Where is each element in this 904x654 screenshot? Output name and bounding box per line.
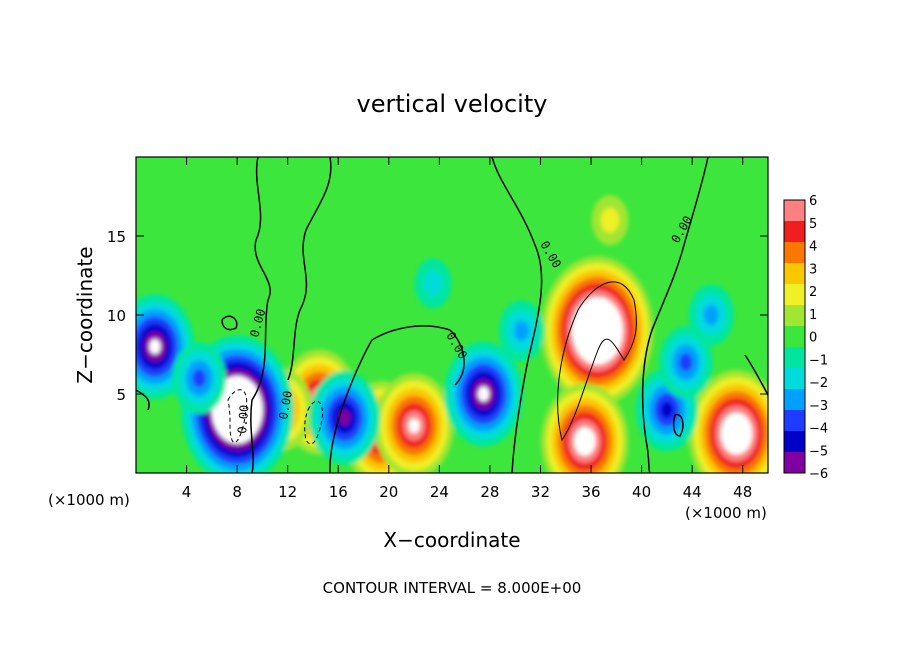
- zero-contour: [136, 389, 150, 411]
- velocity-level: [600, 207, 620, 233]
- colorbar-tick-label: 4: [809, 240, 817, 255]
- colorbar-frame: [783, 199, 806, 474]
- colorbar-tick-label: −5: [809, 444, 828, 459]
- x-tick-label: 12: [278, 483, 297, 501]
- velocity-level: [423, 270, 443, 296]
- x-tick-label: 48: [733, 483, 752, 501]
- x-tick-label: 8: [232, 483, 242, 501]
- colorbar-tick-label: −6: [809, 467, 828, 482]
- velocity-level: [477, 386, 490, 402]
- colorbar-tick-label: −1: [809, 353, 828, 368]
- x-tick-label: 32: [531, 483, 550, 501]
- velocity-level: [149, 339, 161, 355]
- velocity-level: [408, 418, 420, 434]
- contour-interval-footer: CONTOUR INTERVAL = 8.000E+00: [323, 579, 582, 597]
- velocity-level: [660, 401, 674, 419]
- colorbar: 6 5 4 3 2 1 0 −1 −2 −3 −4 −5 −6: [783, 194, 828, 482]
- velocity-level: [338, 409, 351, 426]
- zero-contour: [287, 157, 332, 381]
- y-tick-label: 15: [107, 228, 126, 246]
- velocity-level: [192, 369, 206, 388]
- colorbar-tick-label: −2: [809, 376, 828, 391]
- colorbar-swatch: [784, 431, 805, 453]
- velocity-level: [513, 320, 530, 341]
- x-tick-label: 40: [632, 483, 651, 501]
- zero-contour: [641, 157, 709, 473]
- colorbar-swatch: [784, 347, 805, 369]
- colorbar-swatch: [784, 284, 805, 306]
- x-axis-ticks: 4 8 12 16 20 24 28 32 36 40 44 48: [182, 157, 752, 501]
- chart-title: vertical velocity: [357, 90, 548, 118]
- zero-contour: [250, 157, 271, 473]
- y-tick-label: 10: [107, 307, 126, 325]
- velocity-level: [703, 304, 719, 326]
- contour-label: 0.00: [235, 404, 251, 434]
- x-tick-label: 20: [379, 483, 398, 501]
- zero-contour: [744, 354, 768, 396]
- zero-contour: [672, 413, 684, 437]
- colorbar-tick-label: 2: [809, 285, 817, 300]
- y-axis-ticks: 5 10 15: [107, 228, 768, 404]
- colorbar-swatch: [784, 452, 805, 474]
- velocity-level: [579, 434, 591, 449]
- colorbar-swatch: [784, 305, 805, 327]
- x-axis-label: X−coordinate: [383, 528, 520, 552]
- x-unit-left: (×1000 m): [48, 491, 130, 509]
- velocity-level: [679, 353, 693, 372]
- colorbar-tick-label: −4: [809, 422, 828, 437]
- colorbar-swatch: [784, 242, 805, 264]
- colorbar-tick-label: −3: [809, 399, 828, 414]
- negative-contour: [304, 400, 324, 445]
- x-tick-label: 4: [182, 483, 192, 501]
- colorbar-swatch: [784, 221, 805, 243]
- y-tick-label: 5: [116, 386, 126, 404]
- plot-area: 0.00 0.00 0.00 0.00 0.00 0.00 4 8 12 16 20 24…: [107, 156, 769, 501]
- colorbar-swatch: [784, 200, 805, 222]
- zero-contour: [221, 315, 238, 331]
- x-tick-label: 24: [430, 483, 449, 501]
- colorbar-tick-label: 3: [809, 262, 817, 277]
- x-tick-label: 28: [480, 483, 499, 501]
- colorbar-swatch: [784, 389, 805, 411]
- colorbar-swatch: [784, 263, 805, 285]
- colorbar-tick-label: 6: [809, 194, 817, 209]
- field-layer: [136, 195, 768, 473]
- velocity-level: [232, 403, 243, 417]
- negative-contour: [227, 389, 248, 443]
- zero-contour: [329, 325, 465, 473]
- colorbar-tick-label: 1: [809, 308, 817, 323]
- zero-contour: [491, 157, 543, 473]
- x-tick-label: 44: [683, 483, 702, 501]
- velocity-level: [731, 426, 742, 441]
- contour-layer: [136, 157, 768, 473]
- colorbar-swatch: [784, 326, 805, 348]
- colorbar-tick-label: 5: [809, 217, 817, 232]
- colorbar-labels: 6 5 4 3 2 1 0 −1 −2 −3 −4 −5 −6: [809, 194, 828, 482]
- colorbar-swatch: [784, 368, 805, 390]
- x-tick-label: 16: [329, 483, 348, 501]
- colorbar-tick-label: 0: [809, 331, 817, 346]
- inner-contour: [557, 281, 637, 442]
- contour-label: 0.00: [276, 390, 295, 421]
- x-tick-label: 36: [581, 483, 600, 501]
- colorbar-swatch: [784, 410, 805, 432]
- colorbar-swatches: [784, 200, 805, 474]
- x-unit-right: (×1000 m): [685, 504, 767, 522]
- velocity-level: [592, 324, 603, 338]
- y-axis-label: Z−coordinate: [73, 246, 97, 383]
